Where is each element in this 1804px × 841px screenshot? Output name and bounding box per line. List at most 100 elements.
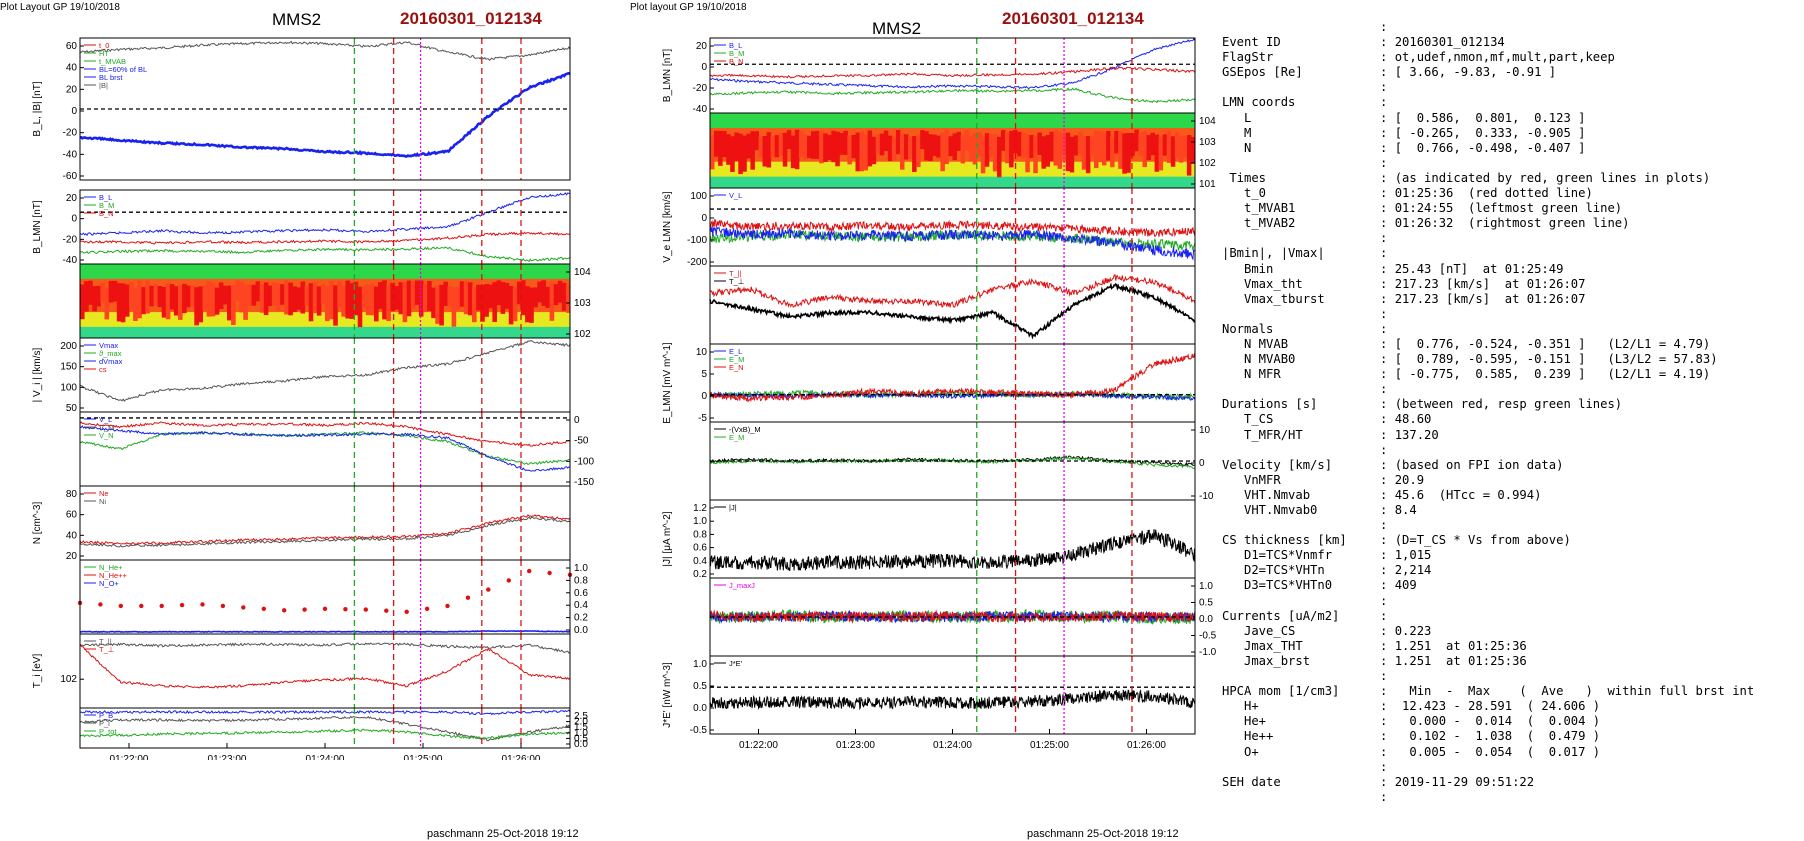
spectrogram-2-cell [386,284,391,321]
left-spacecraft-title: MMS2 [272,10,322,29]
data-point [302,607,307,612]
tick-label: 0 [71,106,77,117]
spectrogram-2-cell [206,281,212,317]
spectrogram-2-cell [320,284,326,305]
series-line-4-0 [79,421,571,447]
spectrogram-1-cell [928,134,933,162]
tick-label: 0 [71,214,77,225]
legend-entry: V_M [99,423,114,432]
spectrogram-2-cell [190,285,195,308]
info-colon: : [1380,533,1395,548]
data-point [363,607,368,612]
spectrogram-1-cell [758,136,763,158]
spectrogram-2-cell [96,285,101,307]
panel-frame-6 [79,559,571,635]
spectrogram-2-cell [382,280,387,320]
spectrogram-1-cell [936,135,941,158]
spectrogram-1-cell [1077,131,1083,156]
spectrogram-2-cell [565,285,571,313]
time-tick-label: 01:22:00 [739,740,778,751]
legend-entry: T_|| [99,637,112,646]
tick-label: 0 [701,213,707,224]
series-line-8-1 [79,715,571,742]
spectrogram-2-cell [484,284,489,317]
y-axis-label: B_LMN [nT] [32,200,43,254]
legend-entry: E_M [729,355,744,364]
spectrogram-1-cell [803,134,808,160]
info-key: t_0 [1222,186,1267,201]
spectrogram-1-cell [1106,131,1111,161]
spectrogram-1-cell [1146,135,1151,161]
spectrogram-2-band-cyan [80,326,570,338]
spectrogram-1-cell [734,132,739,161]
spectrogram-1-cell [815,130,820,159]
info-colon: : [1380,729,1395,744]
spectrogram-1-cell [714,130,719,157]
info-key: O+ [1222,744,1259,759]
spectrogram-2-cell [92,286,97,312]
spectrogram-2-cell [496,280,502,306]
spectrogram-1-cell [1186,135,1192,176]
spectrogram-1-cell [1085,136,1091,174]
spectrogram-2-cell [357,286,363,328]
tick-label: 1.0 [693,659,707,670]
spectrogram-1-cell [1037,132,1042,155]
spectrogram-2-cell [374,286,379,322]
y-axis-label: N [cm^-3] [32,502,43,545]
tick-label: -40 [63,255,78,266]
tick-label: 50 [66,403,78,414]
tick-label: -0.5 [690,725,708,736]
info-colon: : [1380,397,1395,412]
info-colon: : [1380,201,1395,216]
spectrogram-2-cell [100,282,105,303]
tick-label: 60 [66,510,78,521]
info-value: [ -0.775, 0.585, 0.239 ] (L2/L1 = 4.19) [1394,367,1711,382]
spectrogram-1-cell [1049,131,1054,162]
legend-entry: T_⊥ [729,277,745,286]
info-row: LMN coords: [1222,95,1754,110]
spectrogram-2-cell [561,282,567,311]
tick-label: 20 [66,551,78,562]
tick-label: 1.0 [574,563,588,574]
spectrogram-2-cell [137,280,142,319]
info-row: Jave_CS: 0.223 [1222,624,1754,639]
spectrogram-1-cell [1114,131,1119,154]
spectrogram-1-cell [1089,135,1095,156]
info-key: Currents [uA/m2] [1222,608,1340,623]
info-row: VnMFR: 20.9 [1222,473,1754,488]
y-axis-label: B_L, |B| [nT] [32,81,43,136]
tick-label: 0.6 [574,588,588,599]
info-key: N [1222,140,1252,155]
info-value: 45.6 (HTcc = 0.994) [1394,487,1542,502]
spectrogram-2-cell [247,284,252,307]
spectrogram-2-cell [296,287,301,310]
info-value: 8.4 [1394,503,1417,517]
data-point [465,595,471,600]
info-row: : [1222,20,1754,35]
info-row: N MVAB: [ 0.776, -0.524, -0.351 ] (L2/L1… [1222,337,1754,352]
spectrogram-1-cell [883,130,889,152]
spectrogram-2-cell [345,280,350,319]
legend-entry: E_L [729,347,742,356]
spectrogram-1-cell [1017,131,1022,157]
spectrogram-1-cell [1162,134,1168,156]
time-tick-label: 01:26:00 [502,754,541,760]
data-point [547,570,552,576]
info-key: T_MFR/HT [1222,427,1303,442]
spectrogram-2-cell [553,284,559,306]
spectrogram-1-cell [956,131,961,151]
spectrogram-2-cell [210,283,216,317]
info-key: Bmin [1222,261,1274,276]
spectrogram-2-cell [545,286,551,308]
spectrogram-1-cell [912,136,917,172]
legend-entry: B_L [99,193,112,202]
time-tick-label: 01:24:00 [933,740,972,751]
y-axis-label: E_LMN [mV m^-1] [662,342,673,424]
info-key: N MVAB0 [1222,352,1296,367]
info-row: HPCA mom [1/cm3]: Min - Max ( Ave ) with… [1222,684,1754,699]
time-tick-label: 01:26:00 [1127,740,1166,751]
info-colon: : [1380,669,1395,684]
legend-entry: t_0 [99,41,109,50]
tick-label: 1.0 [1199,581,1213,592]
spectrogram-2-cell [423,284,428,312]
